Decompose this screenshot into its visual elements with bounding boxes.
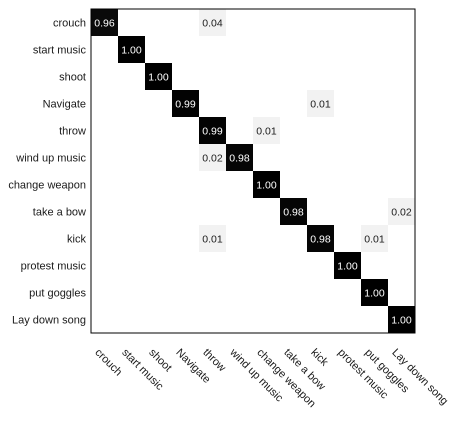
heatmap-cell	[388, 306, 415, 333]
heatmap-cell	[172, 90, 199, 117]
row-label: shoot	[59, 72, 86, 84]
cell-value-label: 0.98	[283, 207, 304, 219]
row-label: start music	[33, 45, 87, 57]
row-label: put goggles	[29, 288, 86, 300]
cell-value-label: 1.00	[337, 261, 358, 273]
heatmap-cell	[388, 198, 415, 225]
row-labels: crouch start music shoot Navigate throw wind …	[8, 18, 86, 327]
heatmap-cell	[145, 63, 172, 90]
row-label: Navigate	[43, 99, 86, 111]
column-label: kick	[308, 347, 330, 369]
row-label: Lay down song	[12, 315, 86, 327]
cell-value-label: 0.99	[175, 99, 196, 111]
heatmap-cell	[199, 9, 226, 36]
heatmap-cell	[253, 171, 280, 198]
row-label: protest music	[21, 261, 87, 273]
cell-value-label: 1.00	[391, 315, 412, 327]
row-label: wind up music	[15, 153, 86, 165]
row-label: throw	[59, 126, 86, 138]
cell-value-label: 0.01	[364, 234, 385, 246]
heatmap-cell	[199, 144, 226, 171]
heatmap-cell	[199, 117, 226, 144]
cell-value-label: 1.00	[121, 45, 142, 57]
cell-value-label: 0.98	[229, 153, 250, 165]
cell-value-label: 0.04	[202, 18, 223, 30]
heatmap-cell	[118, 36, 145, 63]
cell-value-label: 1.00	[148, 72, 169, 84]
heatmap-cell	[307, 225, 334, 252]
heatmap-cell	[226, 144, 253, 171]
heatmap-cell	[253, 117, 280, 144]
row-label: change weapon	[8, 180, 86, 192]
cell-value-label: 1.00	[256, 180, 277, 192]
row-label: take a bow	[33, 207, 86, 219]
row-label: crouch	[53, 18, 86, 30]
heatmap-cell	[199, 225, 226, 252]
heatmap-cell	[91, 9, 118, 36]
cell-value-label: 0.99	[202, 126, 223, 138]
cell-value-label: 0.02	[391, 207, 412, 219]
cell-value-label: 0.98	[310, 234, 331, 246]
cell-value-label: 0.01	[256, 126, 277, 138]
matrix-border	[90, 8, 416, 334]
cell-value-label: 0.02	[202, 153, 223, 165]
heatmap-cell	[334, 252, 361, 279]
row-label: kick	[67, 234, 86, 246]
heatmap-cell	[307, 90, 334, 117]
cell-value-label: 0.01	[310, 99, 331, 111]
cell-value-label: 0.01	[202, 234, 223, 246]
heatmap-cell	[280, 198, 307, 225]
heatmap-cell	[361, 225, 388, 252]
matrix-frame	[90, 8, 416, 334]
cell-value-label: 0.96	[94, 18, 115, 30]
matrix-cells: 0.96 0.04 1.00 1.00 0.99 0.01 0.99 0.01 0.02 0.98…	[91, 9, 415, 333]
column-label: crouch	[92, 347, 124, 379]
cell-value-label: 1.00	[364, 288, 385, 300]
heatmap-cell	[361, 279, 388, 306]
